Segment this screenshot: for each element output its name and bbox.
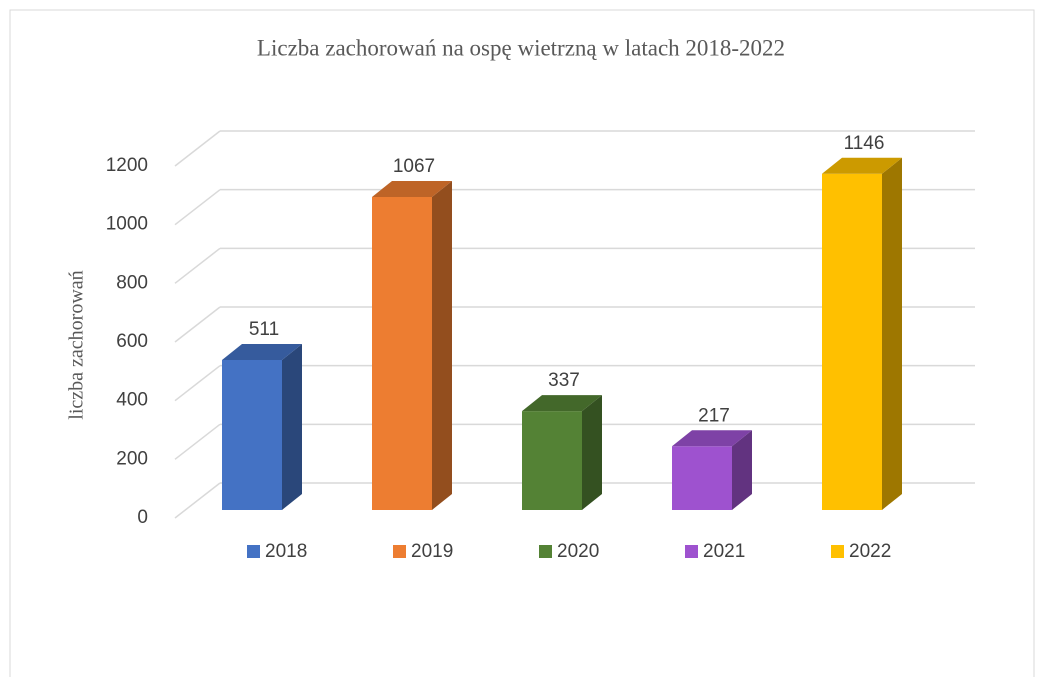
bar-face [372, 180, 452, 197]
y-tick-label: 1200 [106, 155, 148, 176]
bar [522, 395, 602, 510]
bar-face [522, 411, 582, 510]
bar-face [372, 196, 432, 510]
data-label: 337 [548, 370, 580, 391]
data-label: 1146 [844, 133, 885, 154]
legend-label: 2020 [557, 541, 599, 562]
y-tick-label: 1000 [106, 214, 148, 235]
data-label: 1067 [393, 156, 435, 177]
grid-depth-line [174, 423, 221, 460]
legend-swatch [831, 545, 844, 558]
y-tick-label: 400 [116, 390, 148, 411]
grid-depth-line [174, 365, 221, 402]
legend-label: 2021 [703, 541, 745, 562]
bar [372, 180, 452, 510]
legend-label: 2018 [265, 541, 307, 562]
bar-face [822, 173, 882, 510]
y-tick-label: 0 [137, 507, 148, 528]
y-tick-label: 600 [116, 331, 148, 352]
legend-label: 2019 [411, 541, 453, 562]
grid-depth-line [174, 247, 221, 284]
grid-depth-line [174, 130, 221, 167]
grid-depth-line [174, 306, 221, 343]
legend-label: 2022 [849, 541, 891, 562]
legend-swatch [539, 545, 552, 558]
data-label: 217 [698, 405, 730, 426]
y-tick-label: 800 [116, 272, 148, 293]
bar-face [522, 395, 602, 412]
legend-swatch [247, 545, 260, 558]
bar-face [882, 157, 902, 510]
legend-swatch [393, 545, 406, 558]
bar-face [732, 430, 752, 510]
grid-depth-line [174, 482, 221, 519]
bar-face [822, 157, 902, 174]
bar-face [222, 344, 302, 361]
bar-face [432, 180, 452, 510]
chart-title: Liczba zachorowań na ospę wietrzną w lat… [257, 35, 785, 60]
bar-face [582, 395, 602, 510]
bar-face [672, 446, 732, 510]
data-label: 511 [249, 319, 279, 340]
y-axis-label: liczba zachorowań [66, 270, 88, 419]
bar-face [222, 360, 282, 510]
y-tick-label: 200 [116, 448, 148, 469]
bar-face [672, 430, 752, 447]
bar [222, 344, 302, 510]
bar [822, 157, 902, 510]
bar-face [282, 344, 302, 510]
bar [672, 430, 752, 510]
grid-depth-line [174, 189, 221, 226]
legend-swatch [685, 545, 698, 558]
